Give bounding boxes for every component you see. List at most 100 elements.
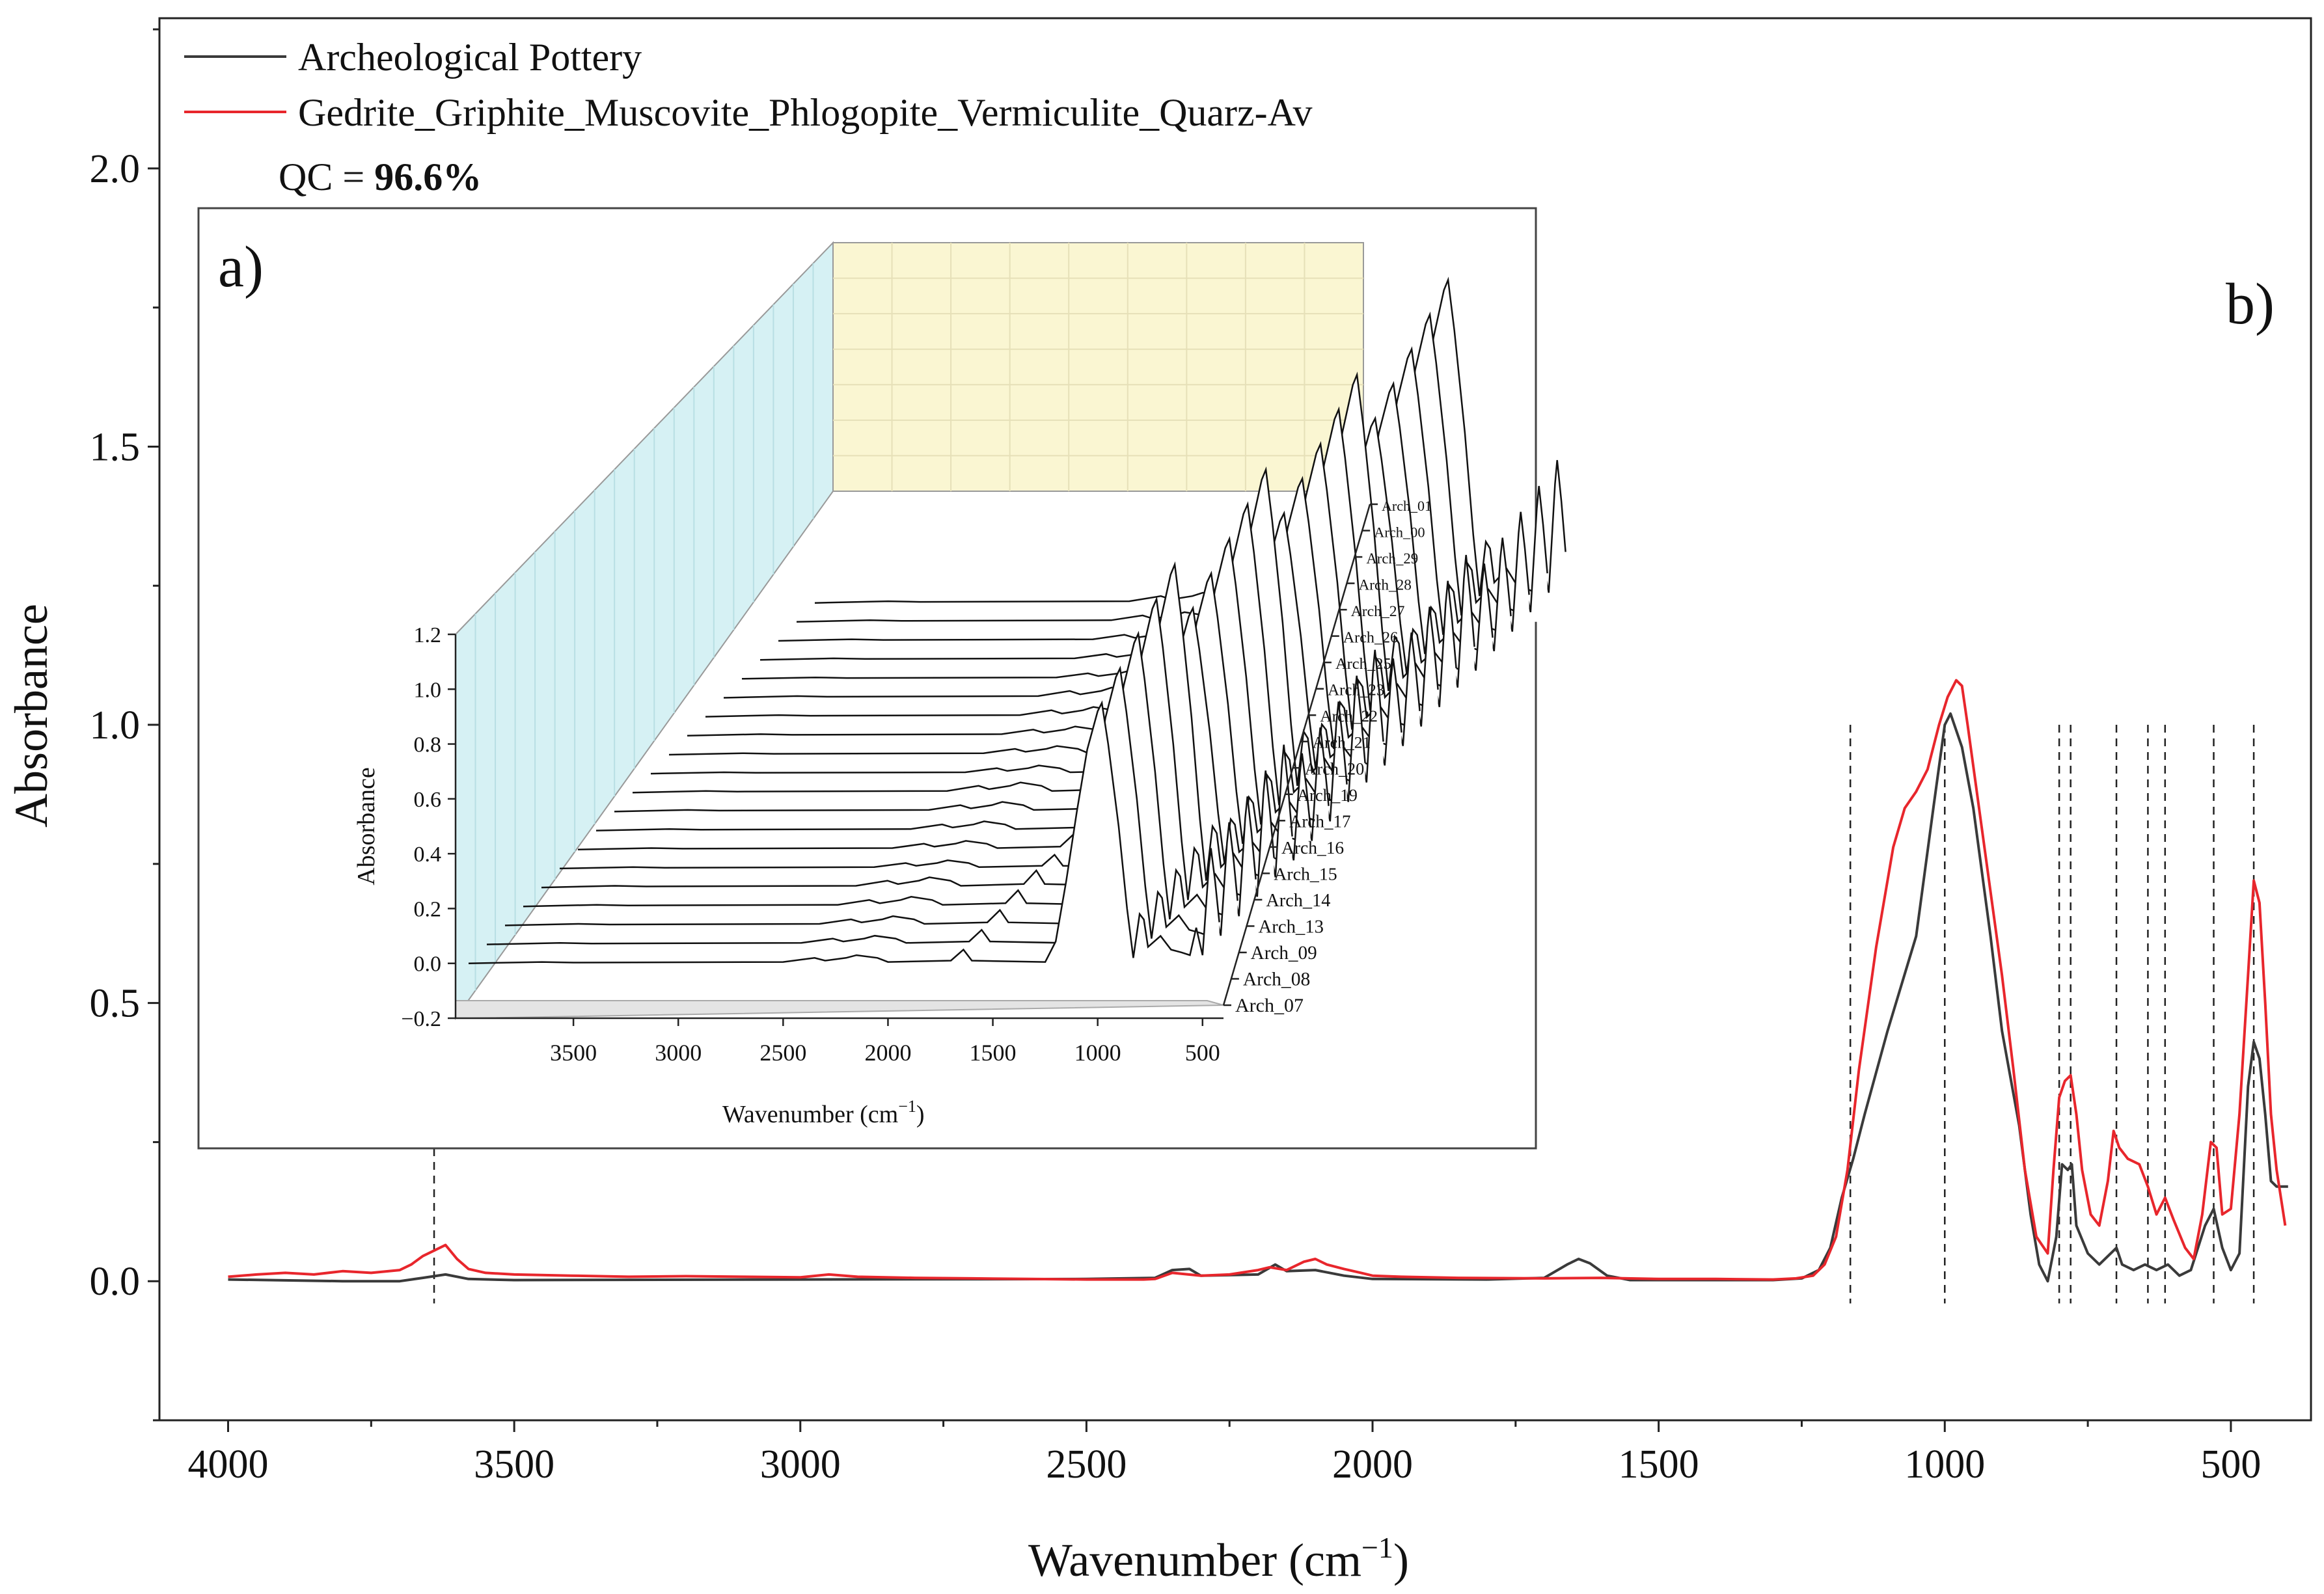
inset-sample-label-arch-17: Arch_17 xyxy=(1289,811,1351,831)
inset-spectrum-fill xyxy=(523,599,1274,907)
inset-sample-label-arch-14: Arch_14 xyxy=(1266,891,1330,911)
inset-depth-axis-line xyxy=(1222,504,1371,1006)
inset-spectrum-fill xyxy=(705,409,1456,717)
inset-sample-label-arch-25: Arch_25 xyxy=(1335,655,1391,673)
main-y-axis-ticks: 0.0 0.5 1.0 1.5 2.0 xyxy=(90,28,159,1422)
inset-x-axis-label-superscript: −1 xyxy=(898,1097,916,1116)
inset-sample-label-arch-00: Arch_00 xyxy=(1374,524,1425,541)
main-x-tick-label: 4000 xyxy=(188,1442,269,1487)
main-x-tick-label: 1000 xyxy=(1904,1442,1985,1487)
main-x-tick-label: 2500 xyxy=(1046,1442,1127,1487)
inset-sample-label-arch-22: Arch_22 xyxy=(1320,707,1378,725)
inset-x-tick-label: 500 xyxy=(1185,1040,1220,1066)
inset-spectrum-arch-07 xyxy=(468,700,1220,964)
inset-sample-label-arch-27: Arch_27 xyxy=(1351,603,1405,620)
inset-spectrum-fill xyxy=(596,539,1347,831)
inset-x-axis-label: Wavenumber (cm−1) xyxy=(722,1097,925,1128)
inset-spectrum-fill xyxy=(815,280,1566,603)
inset-spectrum-fill xyxy=(724,375,1475,698)
inset-chart: a) 3500 3000 2500 2000 1500 1000 500 −0.2 0.0 0.… xyxy=(197,207,1566,1150)
inset-spectrum-fill xyxy=(614,504,1365,812)
inset-y-tick-label: 1.2 xyxy=(414,623,442,647)
inset-spectrum-fill xyxy=(778,349,1529,641)
inset-y-tick-label: −0.2 xyxy=(401,1007,441,1031)
main-x-tick-label: 2000 xyxy=(1332,1442,1413,1487)
main-y-tick-label: 1.0 xyxy=(90,703,141,748)
main-y-tick-label: 1.5 xyxy=(90,425,141,469)
inset-spectrum-fill xyxy=(651,513,1402,774)
inset-spectra xyxy=(468,277,1566,964)
main-x-axis-label: Wavenumber (cm−1) xyxy=(1028,1531,1409,1586)
inset-spectrum-fill xyxy=(578,573,1329,850)
inset-spectrum-fill xyxy=(541,564,1292,888)
inset-sample-label-arch-29: Arch_29 xyxy=(1366,550,1418,567)
inset-sample-label-arch-21: Arch_21 xyxy=(1312,733,1371,752)
main-x-tick-label: 500 xyxy=(2200,1442,2261,1487)
main-x-axis-label-superscript: −1 xyxy=(1361,1531,1393,1564)
series-line-reference-average xyxy=(228,679,2287,1281)
inset-spectrum-fill xyxy=(505,634,1256,926)
inset-y-tick-label: 0.6 xyxy=(414,788,442,812)
inset-x-tick-label: 3000 xyxy=(655,1040,702,1066)
inset-y-tick-label: 0.0 xyxy=(414,952,442,977)
inset-spectrum-fill xyxy=(742,418,1493,679)
inset-sample-labels: Arch_07 Arch_08 Arch_09 Arch_13 Arch_14 Arch_… xyxy=(1222,498,1432,1016)
inset-y-axis-ticks: −0.2 0.0 0.2 0.4 0.6 0.8 1.0 1.2 xyxy=(401,623,457,1031)
panel-label-a: a) xyxy=(218,235,264,299)
qc-prefix: QC = xyxy=(279,155,374,198)
qc-value: 96.6% xyxy=(374,155,482,198)
inset-sample-label-arch-28: Arch_28 xyxy=(1358,577,1411,594)
legend-label-archeological-pottery: Archeological Pottery xyxy=(298,36,642,79)
inset-sample-label-arch-01: Arch_01 xyxy=(1382,498,1432,514)
inset-spectrum-fill xyxy=(469,703,1220,964)
main-chart: 4000 3500 3000 2500 2000 1500 1000 500 0.0 0.5 1.… xyxy=(5,17,2312,1586)
inset-sample-label-arch-09: Arch_09 xyxy=(1251,943,1317,964)
inset-x-axis-ticks: 3500 3000 2500 2000 1500 1000 500 xyxy=(456,1017,1224,1066)
main-y-tick-label: 2.0 xyxy=(90,147,141,191)
inset-y-tick-label: 0.8 xyxy=(414,733,442,757)
main-y-tick-label: 0.5 xyxy=(90,982,141,1026)
inset-sample-label-arch-26: Arch_26 xyxy=(1343,630,1398,647)
inset-y-tick-label: 1.0 xyxy=(414,678,442,702)
inset-y-tick-label: 0.4 xyxy=(414,843,442,867)
main-plot-frame xyxy=(158,17,2312,1422)
inset-y-axis-label: Absorbance xyxy=(353,767,380,885)
main-y-tick-label: 0.0 xyxy=(90,1260,141,1304)
inset-x-axis-label-text: Wavenumber (cm xyxy=(722,1101,898,1128)
inset-spectrum-fill xyxy=(560,608,1311,869)
main-x-axis-ticks: 4000 3500 3000 2500 2000 1500 1000 500 xyxy=(188,1420,2261,1487)
inset-x-tick-label: 3500 xyxy=(550,1040,597,1066)
inset-x-tick-label: 1500 xyxy=(970,1040,1017,1066)
inset-spectrum-fill xyxy=(797,314,1548,622)
inset-spectrum-fill xyxy=(687,444,1438,736)
inset-spectrum-fill xyxy=(487,668,1238,945)
inset-x-tick-label: 1000 xyxy=(1074,1040,1121,1066)
inset-spectrum-fill xyxy=(633,469,1384,793)
inset-back-wall xyxy=(832,242,1364,492)
main-y-axis-label: Absorbance xyxy=(5,604,57,828)
inset-sample-label-arch-15: Arch_15 xyxy=(1274,864,1337,884)
inset-sample-label-arch-07: Arch_07 xyxy=(1235,995,1304,1016)
qc-annotation: QC = 96.6% xyxy=(279,155,482,198)
inset-x-tick-label: 2500 xyxy=(759,1040,806,1066)
inset-sample-label-arch-23: Arch_23 xyxy=(1328,682,1384,699)
inset-x-tick-label: 2000 xyxy=(864,1040,911,1066)
inset-sample-label-arch-16: Arch_16 xyxy=(1281,838,1344,858)
inset-gridlines xyxy=(474,243,1363,991)
panel-label-b: b) xyxy=(2226,272,2275,336)
main-x-axis-label-text: Wavenumber (cm xyxy=(1028,1534,1361,1586)
main-x-tick-label: 3500 xyxy=(474,1442,554,1487)
legend-label-reference-average: Gedrite_Griphite_Muscovite_Phlogopite_Ve… xyxy=(298,91,1313,134)
legend: Archeological Pottery Gedrite_Griphite_M… xyxy=(184,36,1313,198)
inset-sample-label-arch-20: Arch_20 xyxy=(1305,759,1365,778)
main-x-tick-label: 1500 xyxy=(1619,1442,1699,1487)
inset-y-tick-label: 0.2 xyxy=(414,897,442,921)
inset-sample-label-arch-19: Arch_19 xyxy=(1297,785,1358,805)
inset-sample-label-arch-13: Arch_13 xyxy=(1259,916,1324,937)
inset-x-axis-label-close: ) xyxy=(916,1101,925,1128)
main-series-lines xyxy=(228,679,2288,1283)
main-x-axis-label-close: ) xyxy=(1393,1534,1409,1586)
main-x-tick-label: 3000 xyxy=(760,1442,841,1487)
inset-spectrum-fill xyxy=(669,478,1420,755)
